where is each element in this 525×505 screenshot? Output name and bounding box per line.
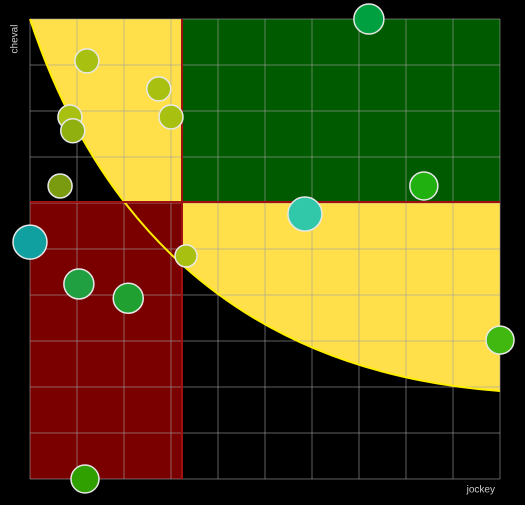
bubble xyxy=(485,325,515,355)
bubble xyxy=(60,118,86,144)
bubble xyxy=(74,48,100,74)
bubble xyxy=(158,104,184,130)
bubble xyxy=(146,76,172,102)
bubble xyxy=(47,173,73,199)
bubble xyxy=(63,268,95,300)
bubble xyxy=(12,224,48,260)
bubble xyxy=(287,196,323,232)
bubble xyxy=(409,171,439,201)
bubble xyxy=(112,282,144,314)
x-axis-label: jockey xyxy=(466,485,495,496)
y-axis-label: cheval xyxy=(10,25,21,54)
bubble xyxy=(353,3,385,35)
bubble xyxy=(174,244,198,268)
bubble xyxy=(70,464,100,494)
